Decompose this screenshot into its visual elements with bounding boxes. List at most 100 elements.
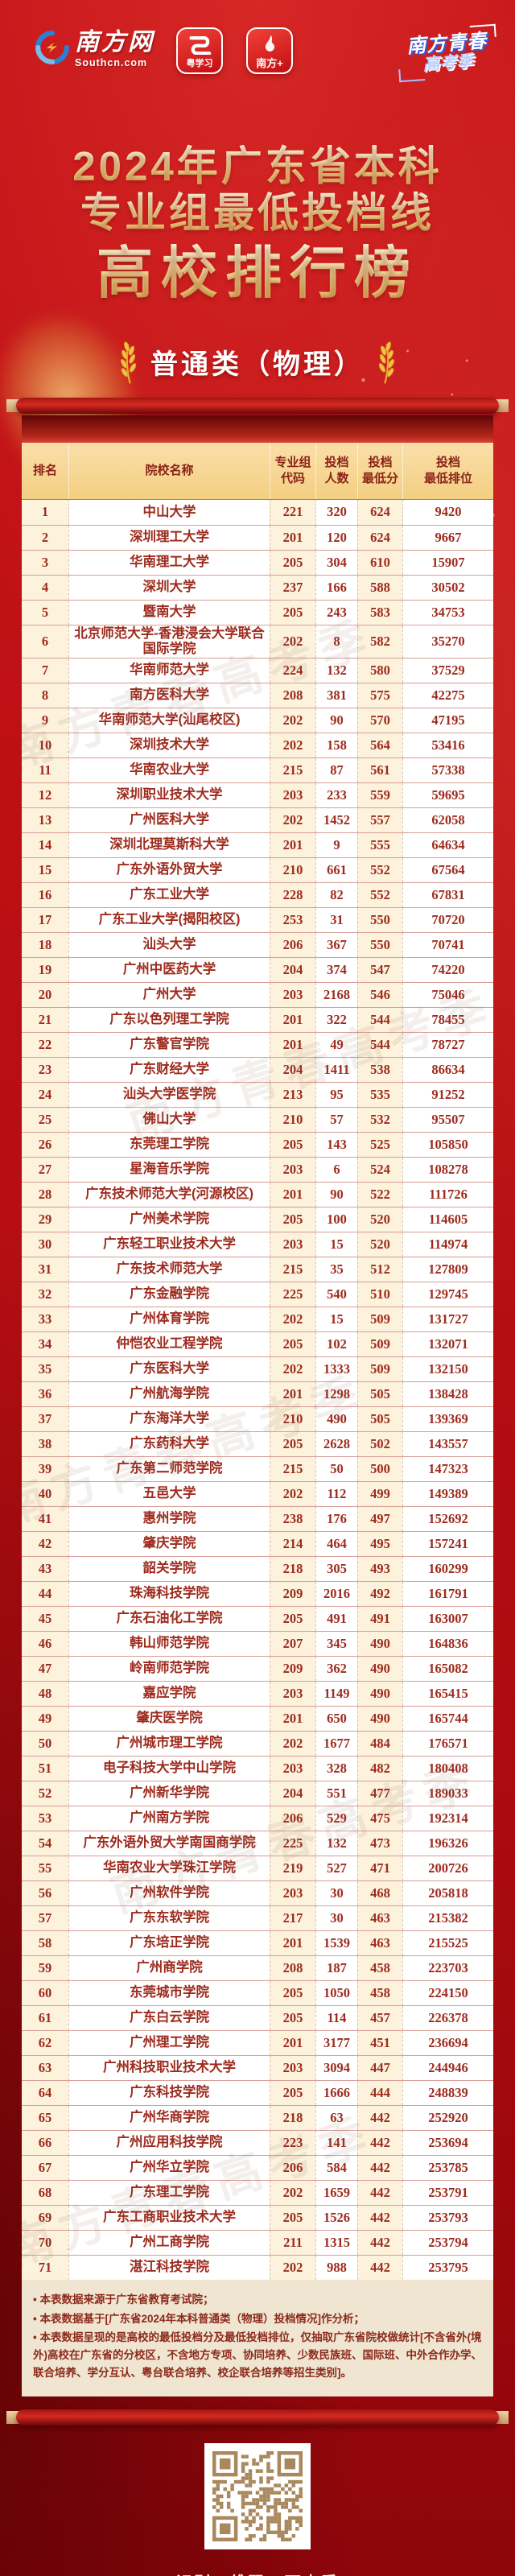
table-row: 57 广东东软学院 217 30 463 215382 xyxy=(22,1905,493,1930)
cell-admit-count: 529 xyxy=(315,1806,357,1831)
cell-admit-count: 464 xyxy=(315,1531,357,1556)
cell-min-score: 442 xyxy=(357,2155,402,2180)
cell-min-rank: 138428 xyxy=(402,1381,493,1406)
cell-name: 广州华商学院 xyxy=(68,2105,270,2130)
cell-rank: 40 xyxy=(22,1481,68,1506)
cell-name: 广东技术师范大学(河源校区) xyxy=(68,1182,270,1207)
cell-admit-count: 90 xyxy=(315,708,357,733)
cell-group-code: 202 xyxy=(270,2255,315,2280)
cell-name: 广州新华学院 xyxy=(68,1781,270,1806)
cell-name: 电子科技大学中山学院 xyxy=(68,1756,270,1781)
cell-group-code: 201 xyxy=(270,1706,315,1731)
cell-admit-count: 35 xyxy=(315,1257,357,1282)
cell-min-rank: 200726 xyxy=(402,1856,493,1880)
qr-code xyxy=(204,2442,311,2549)
table-row: 35 广东医科大学 202 1333 509 132150 xyxy=(22,1356,493,1381)
cell-name: 广东第二师范学院 xyxy=(68,1456,270,1481)
cell-name: 广东外语外贸大学 xyxy=(68,857,270,882)
cell-name: 深圳北理莫斯科大学 xyxy=(68,832,270,857)
cell-name: 广东东软学院 xyxy=(68,1905,270,1930)
cell-min-score: 490 xyxy=(357,1656,402,1681)
table-row: 49 肇庆医学院 201 650 490 165744 xyxy=(22,1705,493,1731)
cell-group-code: 203 xyxy=(270,982,315,1007)
table-row: 44 珠海科技学院 209 2016 492 161791 xyxy=(22,1580,493,1606)
cell-rank: 17 xyxy=(22,907,68,932)
cell-rank: 59 xyxy=(22,1955,68,1980)
cell-rank: 5 xyxy=(22,600,68,625)
cell-min-rank: 127809 xyxy=(402,1257,493,1282)
table-row: 54 广东外语外贸大学南国商学院 225 132 473 196326 xyxy=(22,1830,493,1856)
cell-rank: 43 xyxy=(22,1556,68,1581)
cell-rank: 63 xyxy=(22,2055,68,2080)
cell-name: 广东理工学院 xyxy=(68,2180,270,2205)
cell-group-code: 219 xyxy=(270,1856,315,1880)
cell-min-rank: 30502 xyxy=(402,575,493,600)
cell-rank: 45 xyxy=(22,1606,68,1631)
cell-min-score: 473 xyxy=(357,1831,402,1856)
table-row: 25 佛山大学 210 57 532 95507 xyxy=(22,1106,493,1132)
cell-min-score: 559 xyxy=(357,782,402,807)
cell-min-rank: 248839 xyxy=(402,2080,493,2105)
cell-name: 星海音乐学院 xyxy=(68,1157,270,1182)
table-row: 3 华南理工大学 205 304 610 15907 xyxy=(22,549,493,575)
cell-group-code: 205 xyxy=(270,2080,315,2105)
cell-min-score: 552 xyxy=(357,857,402,882)
cell-min-score: 580 xyxy=(357,658,402,683)
cell-admit-count: 63 xyxy=(315,2105,357,2130)
cell-name: 惠州学院 xyxy=(68,1506,270,1531)
cell-group-code: 205 xyxy=(270,1606,315,1631)
roller-bar xyxy=(16,2409,499,2425)
table-row: 1 中山大学 221 320 624 9420 xyxy=(22,499,493,525)
cell-admit-count: 82 xyxy=(315,882,357,907)
cell-admit-count: 158 xyxy=(315,733,357,758)
cell-min-rank: 62058 xyxy=(402,807,493,832)
cell-admit-count: 1526 xyxy=(315,2205,357,2230)
cell-admit-count: 120 xyxy=(315,525,357,550)
cell-min-rank: 164836 xyxy=(402,1631,493,1656)
cell-name: 深圳职业技术大学 xyxy=(68,782,270,807)
subtitle-text: 普通类（物理） xyxy=(150,349,365,381)
cell-admit-count: 100 xyxy=(315,1207,357,1232)
cell-admit-count: 1452 xyxy=(315,807,357,832)
cell-group-code: 215 xyxy=(270,758,315,782)
cell-admit-count: 176 xyxy=(315,1506,357,1531)
cell-min-score: 477 xyxy=(357,1781,402,1806)
cell-rank: 34 xyxy=(22,1331,68,1356)
cell-min-score: 588 xyxy=(357,575,402,600)
cell-min-rank: 42275 xyxy=(402,683,493,708)
cell-min-rank: 160299 xyxy=(402,1556,493,1581)
cell-min-score: 505 xyxy=(357,1381,402,1406)
cell-rank: 50 xyxy=(22,1731,68,1756)
cell-rank: 19 xyxy=(22,957,68,982)
table-row: 53 广州南方学院 206 529 475 192314 xyxy=(22,1805,493,1831)
cell-admit-count: 345 xyxy=(315,1631,357,1656)
cell-admit-count: 3177 xyxy=(315,2030,357,2055)
cell-name: 华南农业大学 xyxy=(68,758,270,782)
cell-min-rank: 215382 xyxy=(402,1905,493,1930)
notes: • 本表数据来源于广东省教育考试院； • 本表数据基于[广东省2024年本科普通… xyxy=(22,2279,493,2396)
cell-rank: 29 xyxy=(22,1207,68,1232)
cell-group-code: 205 xyxy=(270,550,315,575)
cell-min-score: 546 xyxy=(357,982,402,1007)
cell-name: 广州华立学院 xyxy=(68,2155,270,2180)
cell-min-rank: 35270 xyxy=(402,625,493,658)
cell-name: 肇庆学院 xyxy=(68,1531,270,1556)
cell-rank: 2 xyxy=(22,525,68,550)
cell-rank: 25 xyxy=(22,1107,68,1132)
cell-rank: 1 xyxy=(22,499,68,525)
cell-rank: 62 xyxy=(22,2030,68,2055)
cell-min-rank: 53416 xyxy=(402,733,493,758)
cell-name: 汕头大学 xyxy=(68,932,270,957)
table-row: 10 深圳技术大学 202 158 564 53416 xyxy=(22,732,493,758)
table-row: 16 广东工业大学 228 82 552 67831 xyxy=(22,881,493,907)
cell-admit-count: 661 xyxy=(315,857,357,882)
cell-name: 汕头大学医学院 xyxy=(68,1082,270,1107)
cell-group-code: 202 xyxy=(270,2180,315,2205)
panel-top-shade xyxy=(22,415,493,443)
cell-admit-count: 90 xyxy=(315,1182,357,1207)
table-row: 62 广州理工学院 201 3177 451 236694 xyxy=(22,2029,493,2055)
cell-min-score: 471 xyxy=(357,1856,402,1880)
table-row: 40 五邑大学 202 112 499 149389 xyxy=(22,1480,493,1506)
cell-group-code: 205 xyxy=(270,1980,315,2005)
cell-admit-count: 102 xyxy=(315,1331,357,1356)
